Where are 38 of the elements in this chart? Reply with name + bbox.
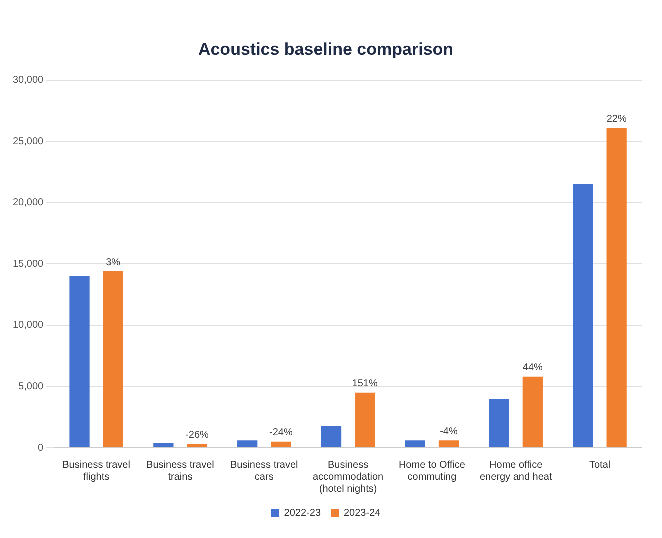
y-tick-label: 5,000 bbox=[18, 381, 44, 392]
annotation: 151% bbox=[352, 378, 378, 390]
x-tick-label: Business travel cars bbox=[230, 460, 298, 483]
annotation: -4% bbox=[440, 426, 458, 438]
bar bbox=[522, 376, 543, 448]
y-tick-label: 15,000 bbox=[12, 258, 44, 270]
annotation: -24% bbox=[269, 428, 293, 439]
x-tick-label: Business travel trains bbox=[146, 460, 214, 483]
bar bbox=[187, 444, 208, 448]
bar bbox=[103, 272, 124, 448]
bar bbox=[405, 440, 426, 448]
bar bbox=[489, 398, 510, 448]
bar bbox=[154, 443, 174, 448]
bar bbox=[573, 184, 594, 448]
x-tick-label: Total bbox=[589, 460, 611, 471]
bar bbox=[606, 128, 627, 448]
bar bbox=[70, 276, 90, 448]
x-tick-label: Home office energy and heat bbox=[480, 460, 552, 483]
y-tick-label: 20,000 bbox=[12, 198, 44, 209]
annotation: -26% bbox=[186, 430, 210, 442]
legend-label: 2022-23 bbox=[284, 508, 322, 519]
y-tick-label: 10,000 bbox=[12, 320, 44, 332]
annotation: 22% bbox=[606, 114, 627, 125]
bar bbox=[238, 440, 258, 448]
legend-label: 2023-24 bbox=[344, 508, 382, 519]
annotation: 3% bbox=[106, 257, 121, 268]
x-tick-label: Home to Office commuting bbox=[398, 460, 466, 483]
x-tick-label: Business travel flights bbox=[62, 460, 130, 483]
y-tick-label: 25,000 bbox=[12, 136, 44, 148]
annotation: 44% bbox=[522, 362, 544, 374]
bar bbox=[355, 392, 376, 448]
bar bbox=[271, 442, 292, 448]
bar bbox=[321, 426, 342, 448]
chart-title: Acoustics baseline comparison bbox=[198, 40, 454, 59]
y-tick-label: 0 bbox=[38, 442, 44, 454]
y-tick-label: 30,000 bbox=[12, 75, 44, 86]
x-tick-label: Business accommodation (hotel nights) bbox=[312, 460, 384, 495]
bar bbox=[438, 440, 460, 448]
